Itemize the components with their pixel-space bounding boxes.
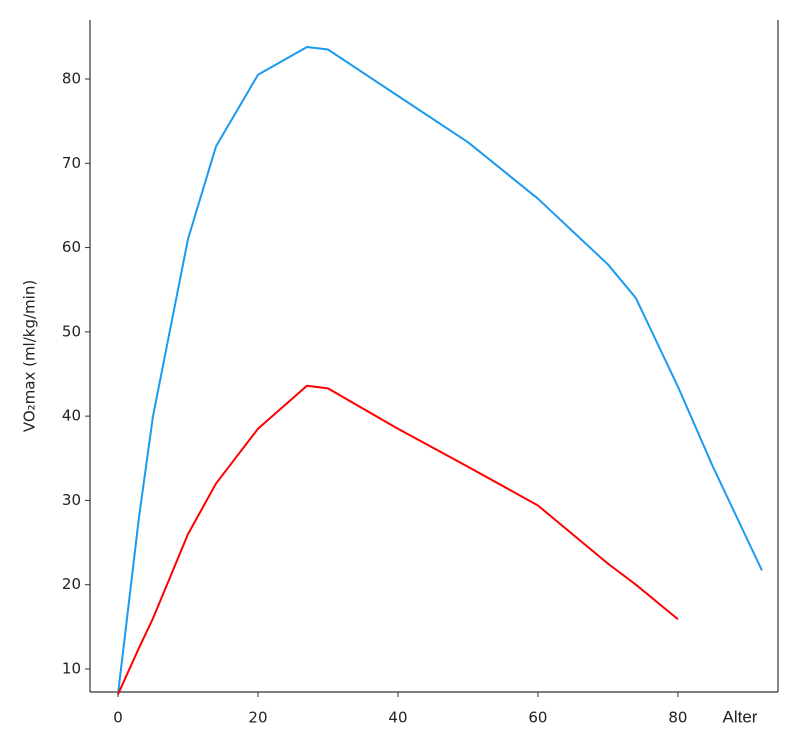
y-tick-label: 10 xyxy=(62,659,81,677)
y-tick-label: 30 xyxy=(62,491,81,509)
y-tick-label: 20 xyxy=(62,575,81,593)
x-tick-label: 60 xyxy=(528,709,547,727)
x-tick-label: 40 xyxy=(388,709,407,727)
line-series xyxy=(117,384,679,695)
line-series xyxy=(117,45,763,695)
y-tick-label: 80 xyxy=(62,69,81,87)
y-tick-label: 70 xyxy=(62,154,81,172)
x-tick-label: 0 xyxy=(113,709,123,727)
y-tick-label: 60 xyxy=(62,238,81,256)
x-tick-label: 80 xyxy=(668,709,687,727)
y-axis-label: VO₂max (ml/kg/min) xyxy=(21,280,39,432)
x-tick-label: 20 xyxy=(248,709,267,727)
y-tick-label: 40 xyxy=(62,407,81,425)
x-axis-label: Alter xyxy=(723,707,758,726)
y-tick-label: 50 xyxy=(62,322,81,340)
